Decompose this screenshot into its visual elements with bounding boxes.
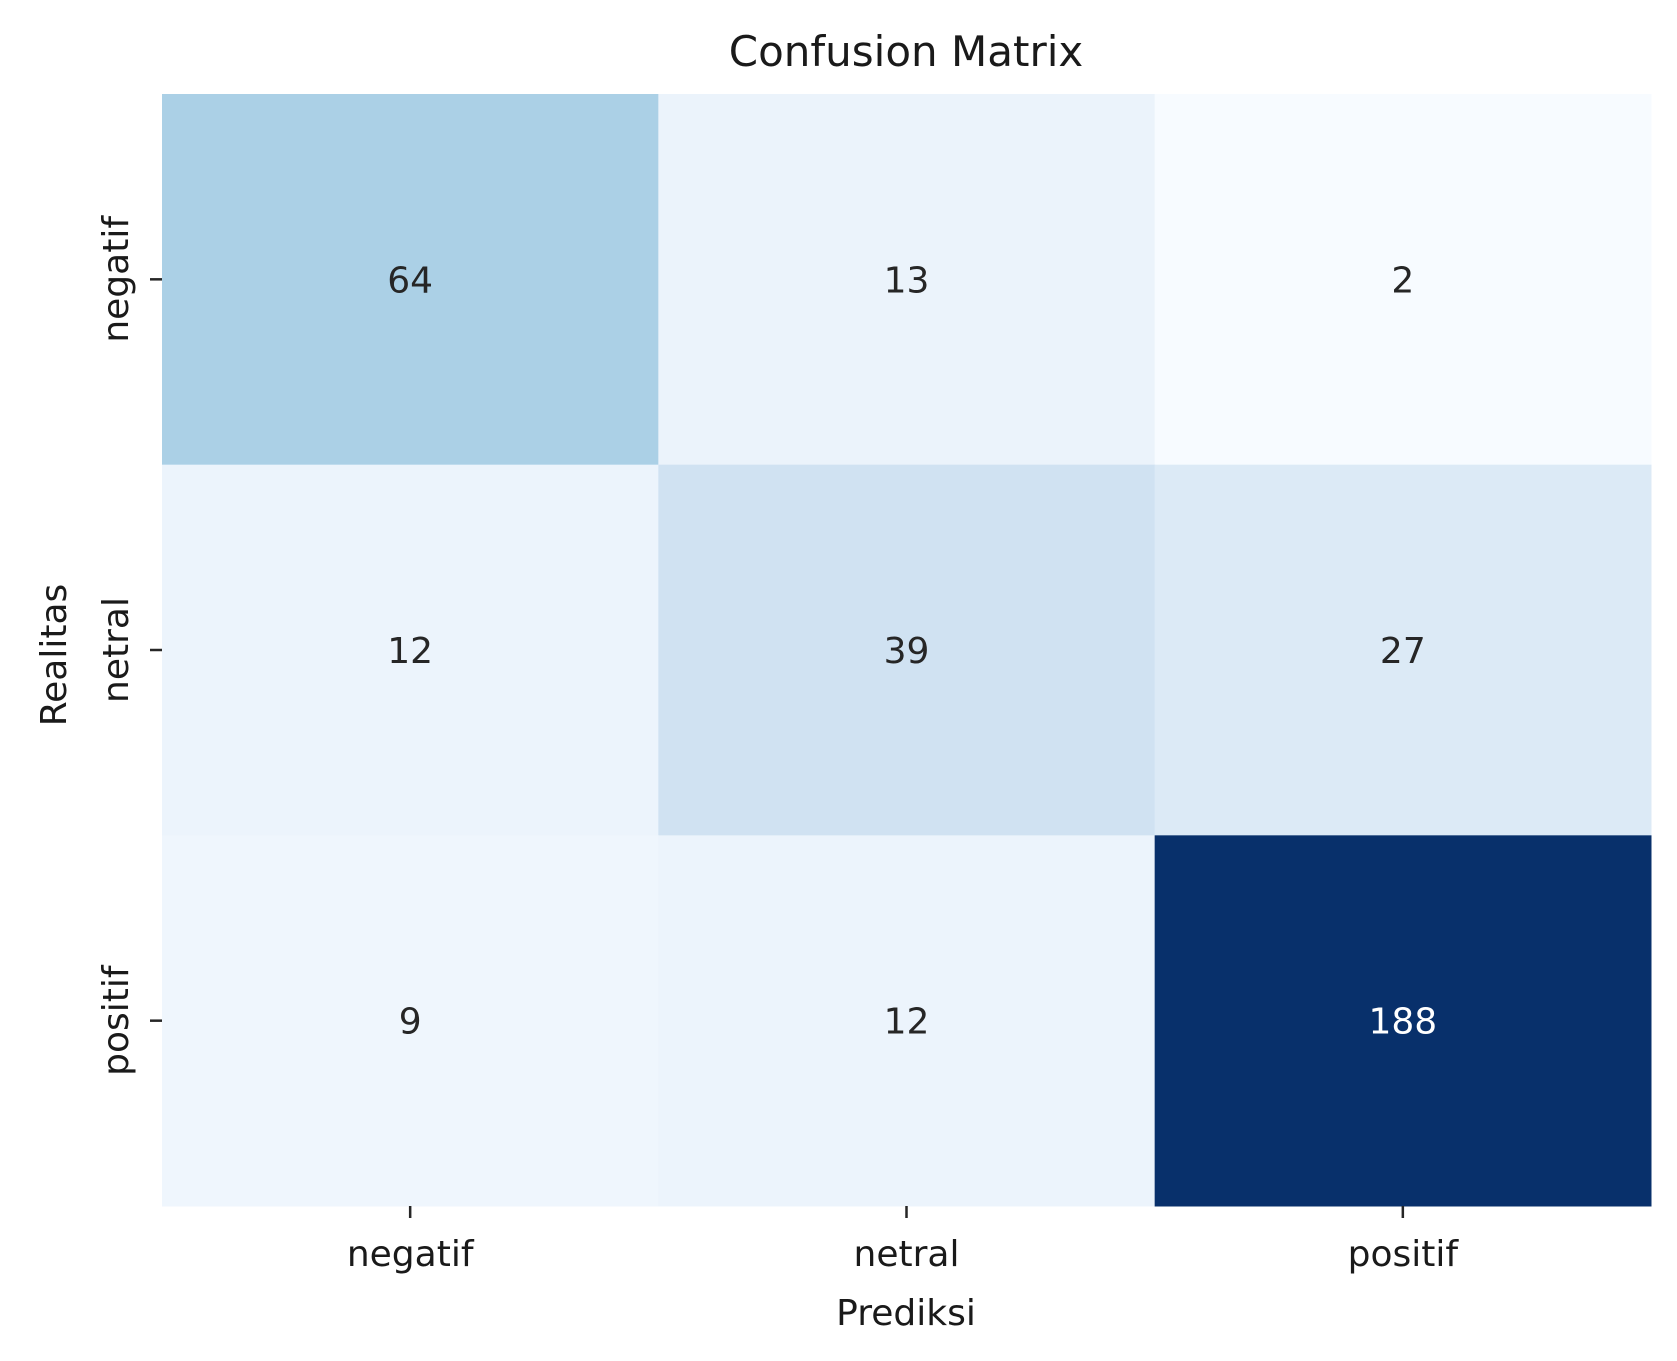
heatmap-cell (162, 464, 659, 836)
cell-value-label: 64 (387, 260, 433, 301)
heatmap-cell (162, 835, 659, 1207)
y-axis-label: Realitas (34, 584, 75, 727)
heatmap-cells (162, 94, 1652, 1207)
y-tick-label: positif (96, 964, 137, 1076)
heatmap-cell (658, 464, 1156, 836)
y-tick-label: negatif (96, 215, 137, 343)
heatmap-cell (1154, 464, 1652, 836)
cell-value-label: 188 (1368, 1002, 1437, 1043)
y-axis-ticks: negatif netral positif (96, 215, 162, 1076)
heatmap-cell (1154, 835, 1652, 1207)
cell-value-label: 13 (884, 260, 930, 301)
heatmap-cell (658, 835, 1156, 1207)
heatmap-cell (658, 94, 1156, 466)
cell-value-label: 12 (387, 631, 433, 672)
x-axis-ticks: negatif netral positif (347, 1206, 1460, 1275)
cell-value-label: 9 (399, 1002, 422, 1043)
x-tick-label: negatif (347, 1234, 475, 1275)
heatmap-cell-labels: 64 13 2 12 39 27 9 12 188 (387, 260, 1437, 1042)
x-axis-label: Prediksi (836, 1293, 976, 1334)
cell-value-label: 2 (1391, 260, 1414, 301)
cell-value-label: 27 (1380, 631, 1426, 672)
chart-title: Confusion Matrix (729, 27, 1084, 76)
heatmap-cell (162, 94, 659, 466)
cell-value-label: 39 (884, 631, 930, 672)
heatmap-cell (1154, 94, 1652, 466)
x-tick-label: netral (854, 1234, 960, 1275)
y-tick-label: netral (96, 597, 137, 703)
x-tick-label: positif (1348, 1234, 1460, 1275)
cell-value-label: 12 (884, 1002, 930, 1043)
